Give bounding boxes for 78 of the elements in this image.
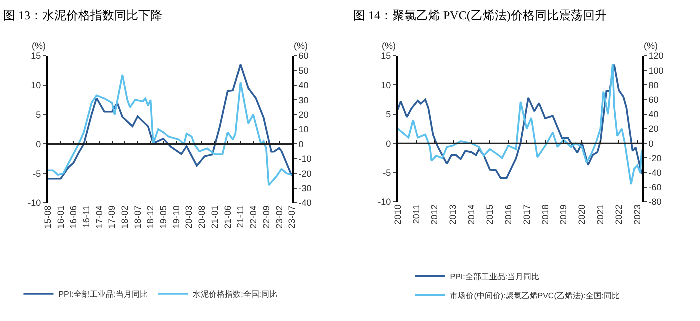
x-tick-label: 18-02 (120, 206, 130, 229)
y2-tick-label: 30 (298, 95, 309, 106)
legend-label: 市场价(中间价):聚氯乙烯PVC(乙烯法):全国:同比 (450, 291, 620, 300)
x-tick-label: 2021 (596, 204, 606, 225)
x-tick-label: 2014 (466, 204, 477, 225)
x-tick-label: 17-04 (94, 206, 104, 229)
x-tick-label: 16-01 (56, 206, 66, 229)
y-tick-label: 10 (31, 80, 42, 91)
y2-tick-label: 80 (648, 80, 659, 90)
y-tick-label: 15 (31, 51, 42, 62)
x-tick-label: 19-10 (171, 206, 182, 229)
y-tick-label: 15 (381, 51, 392, 62)
x-tick-label: 2011 (411, 204, 422, 224)
y2-tick-label: -60 (648, 182, 662, 193)
y2-tick-label: 40 (648, 110, 659, 120)
y2-tick-label: 20 (648, 124, 659, 134)
y2-tick-label: 20 (298, 110, 309, 120)
x-tick-label: 23-07 (286, 206, 297, 229)
x-tick-label: 16-11 (82, 206, 92, 228)
y2-tick-label: 40 (298, 80, 309, 91)
x-tick-label: 17-09 (107, 206, 118, 229)
y2-tick-label: 120 (648, 51, 664, 62)
y-tick-label: 5 (36, 110, 42, 120)
x-tick-label: 20-08 (197, 206, 208, 229)
y-tick-label: -5 (383, 168, 392, 178)
x-tick-label: 2023 (632, 204, 642, 225)
chart-title: 图 13：水泥价格指数同比下降 (4, 8, 162, 23)
y2-axis-title: (%) (644, 41, 658, 51)
y2-tick-label: 100 (648, 66, 664, 76)
y2-tick-label: -20 (298, 168, 312, 179)
x-tick-label: 2015 (485, 204, 496, 225)
y-tick-label: 5 (386, 110, 392, 120)
y-tick-label: 10 (381, 80, 392, 90)
y2-tick-label: 10 (298, 124, 309, 135)
legend-label: PPI:全部工业品:当月同比 (450, 272, 540, 282)
y2-tick-label: -80 (648, 197, 662, 208)
chart-title: 图 14：聚氯乙烯 PVC(乙烯法)价格同比震荡回升 (354, 8, 607, 23)
x-tick-label: 22-04 (248, 206, 258, 229)
y2-axis-title: (%) (294, 41, 308, 51)
legend-label: 水泥价格指数:全国:同比 (193, 290, 278, 300)
y2-tick-label: 0 (648, 138, 654, 149)
y2-tick-label: -40 (298, 198, 312, 208)
x-tick-label: 21-06 (222, 206, 233, 229)
y2-tick-label: -20 (648, 153, 662, 164)
x-tick-label: 2020 (577, 204, 588, 225)
x-tick-label: 23-02 (274, 206, 284, 229)
y-axis-title: (%) (382, 41, 396, 51)
x-tick-label: 16-06 (68, 206, 79, 229)
y2-tick-label: -10 (298, 154, 312, 164)
x-tick-label: 2022 (614, 204, 624, 225)
x-tick-label: 2016 (503, 204, 514, 225)
x-tick-label: 21-11 (236, 206, 246, 228)
y-tick-label: 0 (36, 139, 42, 150)
y2-tick-label: 0 (298, 139, 304, 150)
y-tick-label: -5 (33, 168, 42, 179)
x-tick-label: 15-08 (42, 206, 53, 229)
y-tick-label: 0 (386, 138, 392, 149)
y2-tick-label: 60 (298, 51, 309, 62)
y2-tick-label: 60 (648, 94, 659, 105)
x-tick-label: 22-09 (261, 206, 272, 229)
y2-tick-label: 50 (298, 66, 309, 76)
x-tick-label: 2010 (392, 204, 403, 225)
x-tick-label: 2012 (430, 204, 440, 225)
x-tick-label: 21-01 (210, 206, 220, 229)
x-tick-label: 18-07 (132, 206, 143, 229)
x-tick-label: 19-05 (158, 206, 168, 229)
x-tick-label: 18-12 (146, 206, 156, 229)
y2-tick-label: -40 (648, 168, 662, 178)
legend-label: PPI:全部工业品:当月同比 (58, 290, 148, 300)
y2-tick-label: -30 (298, 183, 312, 194)
x-tick-label: 2017 (522, 204, 532, 225)
y-axis-title: (%) (32, 41, 46, 51)
x-tick-label: 20-03 (184, 206, 194, 229)
x-tick-label: 2019 (558, 204, 569, 225)
x-tick-label: 2018 (540, 204, 550, 225)
x-tick-label: 2013 (448, 204, 458, 225)
y-tick-label: -10 (378, 197, 392, 208)
y-tick-label: -10 (28, 198, 42, 208)
